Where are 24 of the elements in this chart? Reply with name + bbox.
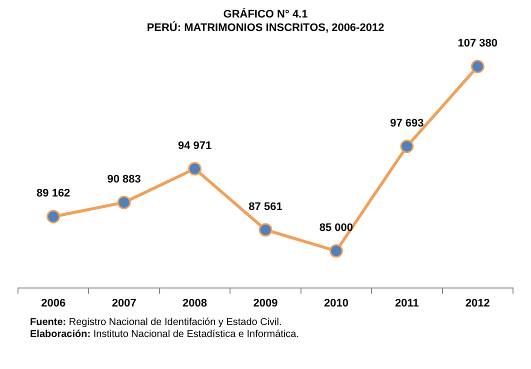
point [117, 196, 131, 210]
x-tick-label: 2006 [41, 297, 66, 310]
point [46, 210, 60, 224]
x-tick-label: 2007 [112, 297, 136, 310]
data-label: 97 693 [390, 117, 424, 130]
point [258, 223, 272, 237]
x-tick-label: 2012 [465, 297, 490, 310]
point [188, 162, 202, 176]
source-note: Fuente: Registro Nacional de Identifación y Estado Civil. [30, 317, 282, 328]
x-tick-label: 2008 [182, 297, 208, 310]
chart-subtitle: PERÚ: MATRIMONIOS INSCRITOS, 2006-2012 [146, 20, 384, 34]
data-label: 89 162 [36, 188, 70, 200]
x-tick-label: 2009 [253, 297, 278, 310]
point [470, 60, 484, 74]
text: Elaboración: Instituto Nacional de Estadística e Informática. [30, 329, 300, 340]
chart-title: GRÁFICO N° 4.1 [223, 8, 308, 21]
x-tick-label: 2011 [394, 297, 419, 310]
data-label: 90 883 [107, 173, 141, 186]
data-label: 94 971 [178, 140, 212, 152]
data-label: 107 380 [458, 38, 498, 50]
data-label: 87 561 [248, 200, 282, 213]
point [400, 140, 414, 154]
x-tick-label: 2010 [324, 297, 348, 310]
point [329, 244, 343, 258]
